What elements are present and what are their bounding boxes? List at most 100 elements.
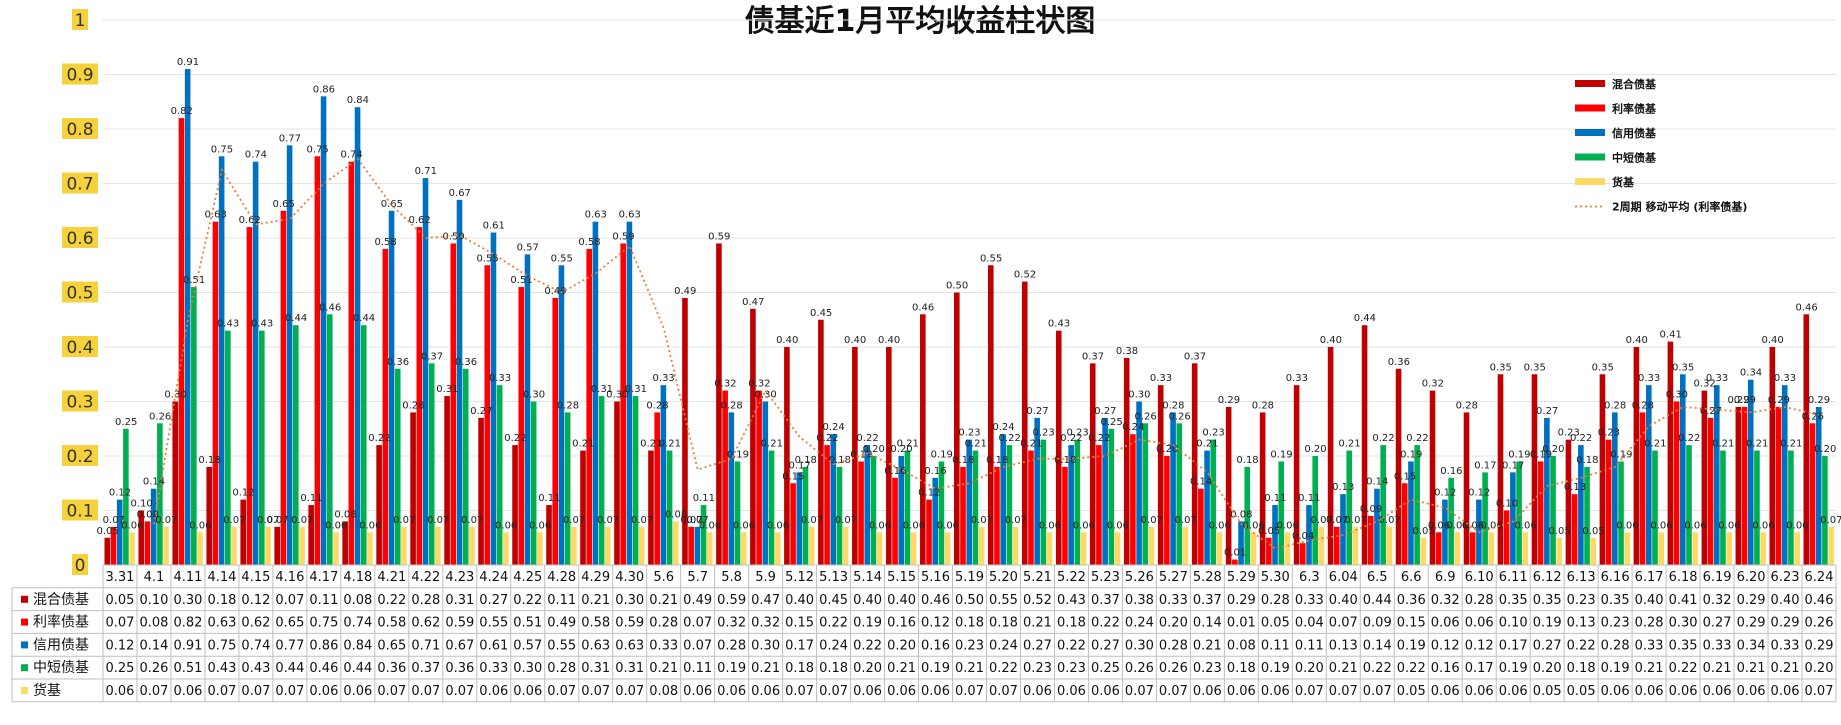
table-cell: 0.17 — [1499, 638, 1528, 653]
bar-data-label: 0.16 — [1440, 466, 1462, 477]
bar-data-label: 0.40 — [844, 335, 866, 346]
table-cell: 0.21 — [581, 593, 610, 608]
bar — [462, 368, 469, 565]
bar — [1686, 445, 1692, 565]
bar — [558, 265, 565, 565]
bar — [360, 325, 367, 565]
data-table: 3.31 4.1 4.11 4.14 4.15 4.16 4.17 4.18 4.21 4.22 4… — [11, 564, 1837, 703]
bar — [1306, 505, 1312, 565]
bar-data-label: 0.28 — [721, 400, 743, 411]
bar — [1775, 406, 1782, 565]
bar — [1278, 461, 1285, 565]
bar — [1191, 363, 1198, 565]
table-cell: 0.26 — [1805, 616, 1834, 631]
bar — [1401, 483, 1408, 565]
bar-data-label: 0.58 — [375, 237, 397, 248]
bar-data-label: 0.55 — [980, 253, 1002, 264]
bar-data-label: 0.21 — [1020, 439, 1042, 450]
table-cell: 0.06 — [1465, 616, 1494, 631]
table-cell: 0.21 — [887, 661, 916, 676]
bar — [1815, 406, 1822, 565]
bar-data-label: 0.21 — [640, 439, 662, 450]
table-cell: 0.19 — [1261, 661, 1290, 676]
table-cell: 0.06 — [1601, 684, 1630, 699]
bar-data-label: 0.12 — [109, 488, 131, 499]
table-cell: 0.19 — [853, 616, 882, 631]
bar-data-label: 0.08 — [137, 509, 159, 520]
table-cell: 0.06 — [1737, 684, 1766, 699]
table-cell: 0.35 — [1499, 593, 1528, 608]
bar-data-label: 0.26 — [1168, 411, 1190, 422]
table-cell: 0.23 — [955, 638, 984, 653]
table-cell: 0.44 — [1363, 593, 1392, 608]
table-cell: 0.14 — [1193, 616, 1222, 631]
bar — [750, 308, 756, 565]
table-cell: 0.07 — [615, 684, 644, 699]
bar — [172, 401, 179, 565]
bar-data-label: 0.06 — [495, 520, 517, 531]
table-cell: 0.08 — [343, 593, 372, 608]
table-cell: 0.46 — [921, 593, 950, 608]
bar-data-label: 0.33 — [1706, 373, 1728, 384]
bar — [700, 505, 707, 565]
bar-data-label: 0.30 — [754, 390, 776, 401]
bar — [1055, 330, 1062, 565]
bar-data-label: 0.10 — [1496, 499, 1518, 510]
table-cell: 0.07 — [207, 684, 236, 699]
bar — [1735, 406, 1742, 565]
bar-data-label: 0.32 — [1694, 379, 1716, 390]
table-cell: 0.10 — [1499, 616, 1528, 631]
bar — [592, 221, 599, 565]
bar — [1442, 499, 1448, 565]
bar — [802, 466, 809, 565]
bar — [1673, 401, 1680, 565]
bar — [1599, 374, 1606, 565]
table-cell: 0.18 — [1227, 661, 1256, 676]
bar-data-label: 0.67 — [449, 188, 471, 199]
table-cell: 0.30 — [513, 661, 542, 676]
y-tick-label: 0.3 — [66, 393, 93, 413]
bar-data-label: 0.28 — [1632, 400, 1654, 411]
bar-data-label: 0.07 — [223, 515, 245, 526]
bar — [1068, 445, 1074, 565]
bar-data-label: 0.07 — [971, 515, 993, 526]
table-cell: 0.06 — [1023, 684, 1052, 699]
table-cell: 0.07 — [989, 684, 1018, 699]
table-cell: 0.22 — [989, 661, 1018, 676]
category-label: 3.31 — [106, 570, 135, 585]
table-cell: 0.22 — [819, 616, 848, 631]
table-cell: 0.59 — [615, 616, 644, 631]
bar-data-label: 0.29 — [1808, 395, 1830, 406]
bar-data-label: 0.06 — [1514, 520, 1536, 531]
bar-data-label: 0.06 — [1039, 520, 1061, 531]
table-cell: 0.21 — [649, 593, 678, 608]
bar — [1713, 385, 1720, 565]
table-cell: 0.37 — [1193, 593, 1222, 608]
bar — [1788, 450, 1794, 565]
bar — [1000, 434, 1006, 565]
bar-data-label: 0.75 — [211, 144, 233, 155]
bar — [1565, 439, 1572, 565]
table-cell: 0.06 — [751, 684, 780, 699]
bar-data-label: 0.24 — [1122, 422, 1144, 433]
table-cell: 0.28 — [1261, 593, 1290, 608]
bar-data-label: 0.18 — [1576, 455, 1598, 466]
category-label: 5.12 — [785, 570, 814, 585]
bar — [129, 532, 135, 565]
bar-data-label: 0.09 — [1360, 504, 1382, 515]
bar-data-label: 0.10 — [130, 499, 152, 510]
bar-data-label: 0.08 — [665, 509, 687, 520]
bar-data-label: 0.21 — [1780, 439, 1802, 450]
bar — [1522, 532, 1529, 565]
bar-data-label: 0.29 — [1768, 395, 1790, 406]
bar — [435, 526, 441, 565]
bar-data-label: 0.65 — [273, 199, 295, 210]
table-cell: 0.07 — [275, 593, 304, 608]
bar-data-label: 0.74 — [245, 150, 267, 161]
table-cell: 0.52 — [1023, 593, 1052, 608]
table-cell: 0.11 — [309, 593, 338, 608]
bar — [654, 412, 660, 565]
bar-data-label: 0.06 — [1107, 520, 1129, 531]
bar-data-label: 0.07 — [631, 515, 653, 526]
bar — [1408, 461, 1414, 565]
